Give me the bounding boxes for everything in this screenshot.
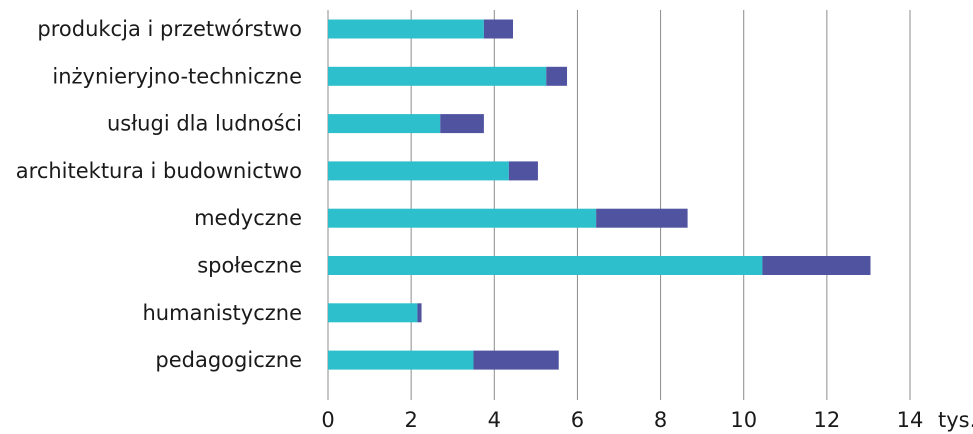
bar-segment [328,350,474,370]
bar-segment [328,114,441,134]
bar-segment [328,19,484,39]
x-tick-label: 8 [654,408,667,432]
category-labels: produkcja i przetwórstwo inżynieryjno-tec… [16,17,302,372]
bar-segment [440,114,484,134]
x-tick-label: 12 [813,408,840,432]
bar-segment [473,350,559,370]
category-label: społeczne [197,254,302,278]
bar-segment [483,19,513,39]
bar-segment [508,161,538,181]
category-label: inżynieryjno-techniczne [52,64,302,88]
bars [328,19,871,370]
category-label: pedagogiczne [155,348,302,372]
x-tick-label: 14 [897,408,924,432]
bar-segment [762,256,871,275]
x-tick-label: 2 [404,408,417,432]
bar-segment [596,208,688,228]
bar-segment [328,303,418,323]
x-unit-label: tys. [938,408,973,432]
bar-segment [328,161,509,181]
category-label: medyczne [194,206,302,230]
bar-segment [328,256,763,275]
x-tick-label: 10 [730,408,757,432]
bar-segment [328,208,597,228]
x-tick-label: 0 [321,408,334,432]
x-tick-label: 6 [571,408,584,432]
bar-segment [546,66,568,86]
category-label: produkcja i przetwórstwo [37,17,302,41]
category-label: humanistyczne [143,301,303,325]
bar-segment [328,66,547,86]
bar-segment [417,303,422,323]
category-label: usługi dla ludności [107,112,302,136]
x-tick-label: 4 [488,408,501,432]
x-tick-labels: 0 2 4 6 8 10 12 14 [321,408,923,432]
category-label: architektura i budownictwo [16,159,302,183]
